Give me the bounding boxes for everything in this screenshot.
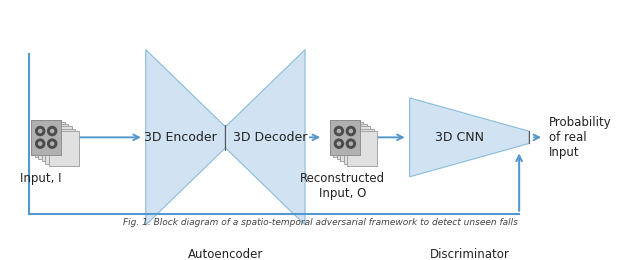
Bar <box>31 120 61 155</box>
Ellipse shape <box>337 129 341 133</box>
Bar <box>344 129 374 164</box>
Text: Input, I: Input, I <box>20 172 62 185</box>
Text: Discriminator: Discriminator <box>429 248 509 260</box>
Ellipse shape <box>346 126 356 136</box>
Polygon shape <box>225 50 305 225</box>
Text: 3D Encoder: 3D Encoder <box>144 131 217 144</box>
Bar <box>330 120 360 155</box>
Ellipse shape <box>337 141 341 146</box>
Bar <box>340 126 371 161</box>
Ellipse shape <box>349 129 353 133</box>
Ellipse shape <box>38 141 42 146</box>
Bar <box>31 120 61 155</box>
Bar <box>35 122 65 157</box>
Polygon shape <box>410 98 529 177</box>
Ellipse shape <box>50 129 54 133</box>
Ellipse shape <box>333 126 344 136</box>
Bar <box>337 124 367 159</box>
Ellipse shape <box>35 126 45 136</box>
Ellipse shape <box>333 138 344 149</box>
Text: Autoencoder: Autoencoder <box>188 248 263 260</box>
Ellipse shape <box>38 129 42 133</box>
Ellipse shape <box>47 138 58 149</box>
Text: Fig. 1. Block diagram of a spatio-temporal adversarial framework to detect unsee: Fig. 1. Block diagram of a spatio-tempor… <box>123 218 517 227</box>
Text: Probability
of real
Input: Probability of real Input <box>549 116 612 159</box>
Ellipse shape <box>35 138 45 149</box>
Text: 3D Decoder: 3D Decoder <box>233 131 307 144</box>
Ellipse shape <box>349 141 353 146</box>
Ellipse shape <box>50 141 54 146</box>
Polygon shape <box>146 50 225 225</box>
Bar <box>49 131 79 166</box>
Ellipse shape <box>346 138 356 149</box>
Text: Reconstructed
Input, O: Reconstructed Input, O <box>300 172 385 200</box>
Bar <box>330 120 360 155</box>
Bar <box>38 124 68 159</box>
Text: 3D CNN: 3D CNN <box>435 131 484 144</box>
Bar <box>45 129 75 164</box>
Bar <box>348 131 377 166</box>
Bar <box>42 126 72 161</box>
Bar <box>333 122 364 157</box>
Ellipse shape <box>47 126 58 136</box>
